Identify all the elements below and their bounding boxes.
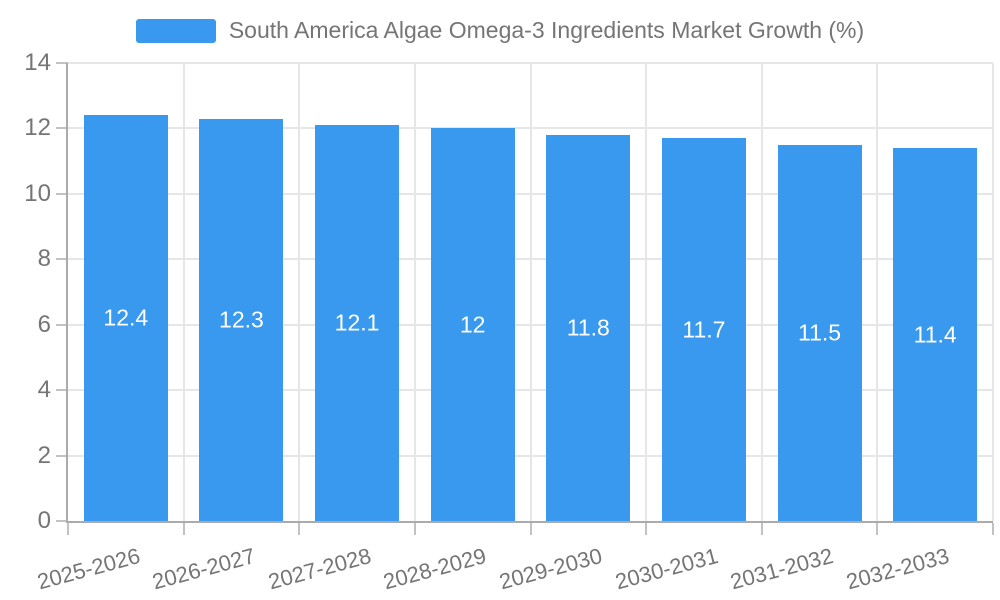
y-axis-tick: [56, 192, 68, 195]
gridline-vertical: [413, 63, 416, 521]
x-tick-label: 2029-2030: [496, 543, 605, 595]
bar[interactable]: 11.8: [546, 134, 631, 521]
y-tick-label: 12: [24, 114, 51, 142]
bar-value-label: 11.4: [913, 321, 957, 348]
legend-label: South America Algae Omega-3 Ingredients …: [228, 17, 865, 43]
x-axis-tick: [992, 523, 994, 535]
bar[interactable]: 12.1: [315, 125, 400, 521]
y-tick-label: 4: [37, 376, 51, 404]
y-axis-tick: [56, 520, 68, 522]
x-axis-line: [66, 521, 993, 523]
bar[interactable]: 11.4: [893, 148, 978, 521]
legend-swatch: [135, 18, 216, 43]
x-axis-tick: [529, 523, 532, 535]
bar[interactable]: 12.4: [83, 115, 168, 521]
y-tick-label: 8: [37, 245, 51, 273]
bar-value-label: 12.3: [219, 306, 264, 333]
x-tick-label: 2031-2032: [727, 543, 837, 595]
bar-value-label: 12.1: [334, 309, 380, 336]
x-axis-tick: [67, 523, 69, 535]
x-tick-label: 2032-2033: [843, 543, 952, 595]
x-axis-tick: [298, 523, 301, 535]
x-axis-tick: [760, 523, 763, 535]
gridline-vertical: [645, 63, 648, 521]
x-axis-tick: [876, 523, 879, 535]
bar-value-label: 12.4: [103, 304, 149, 331]
bar[interactable]: 12: [430, 128, 515, 521]
y-axis-tick: [56, 258, 68, 261]
bar[interactable]: 11.7: [661, 138, 746, 521]
y-tick-label: 2: [37, 441, 51, 469]
bar[interactable]: 12.3: [199, 118, 284, 521]
y-axis-tick: [56, 323, 68, 326]
y-axis-tick: [56, 62, 68, 64]
x-tick-label: 2025-2026: [34, 543, 143, 595]
x-axis-tick: [645, 523, 648, 535]
x-axis-tick: [413, 523, 416, 535]
bar-value-label: 11.5: [798, 319, 842, 346]
gridline-vertical: [760, 63, 763, 521]
bar-value-label: 11.7: [682, 316, 726, 343]
y-tick-label: 6: [37, 310, 51, 338]
y-tick-label: 0: [37, 507, 51, 534]
y-axis-tick: [56, 389, 68, 392]
gridline-vertical: [876, 63, 879, 521]
x-tick-label: 2028-2029: [381, 543, 490, 595]
bar[interactable]: 11.5: [777, 144, 862, 521]
y-tick-label: 10: [24, 179, 51, 207]
x-axis-tick: [182, 523, 185, 535]
y-axis-tick: [56, 454, 68, 457]
y-axis-line: [66, 63, 68, 523]
gridline-vertical: [298, 63, 301, 521]
bar-value-label: 12: [459, 311, 486, 338]
gridline-vertical: [182, 63, 185, 521]
x-tick-label: 2026-2027: [149, 543, 258, 595]
bar-value-label: 11.8: [566, 314, 610, 341]
y-tick-label: 14: [24, 49, 51, 76]
gridline-vertical: [529, 63, 532, 521]
legend[interactable]: South America Algae Omega-3 Ingredients …: [0, 17, 1000, 44]
y-axis-tick: [56, 127, 68, 130]
x-tick-label: 2027-2028: [265, 543, 374, 595]
x-tick-label: 2030-2031: [612, 543, 721, 595]
gridline-vertical: [992, 63, 994, 521]
